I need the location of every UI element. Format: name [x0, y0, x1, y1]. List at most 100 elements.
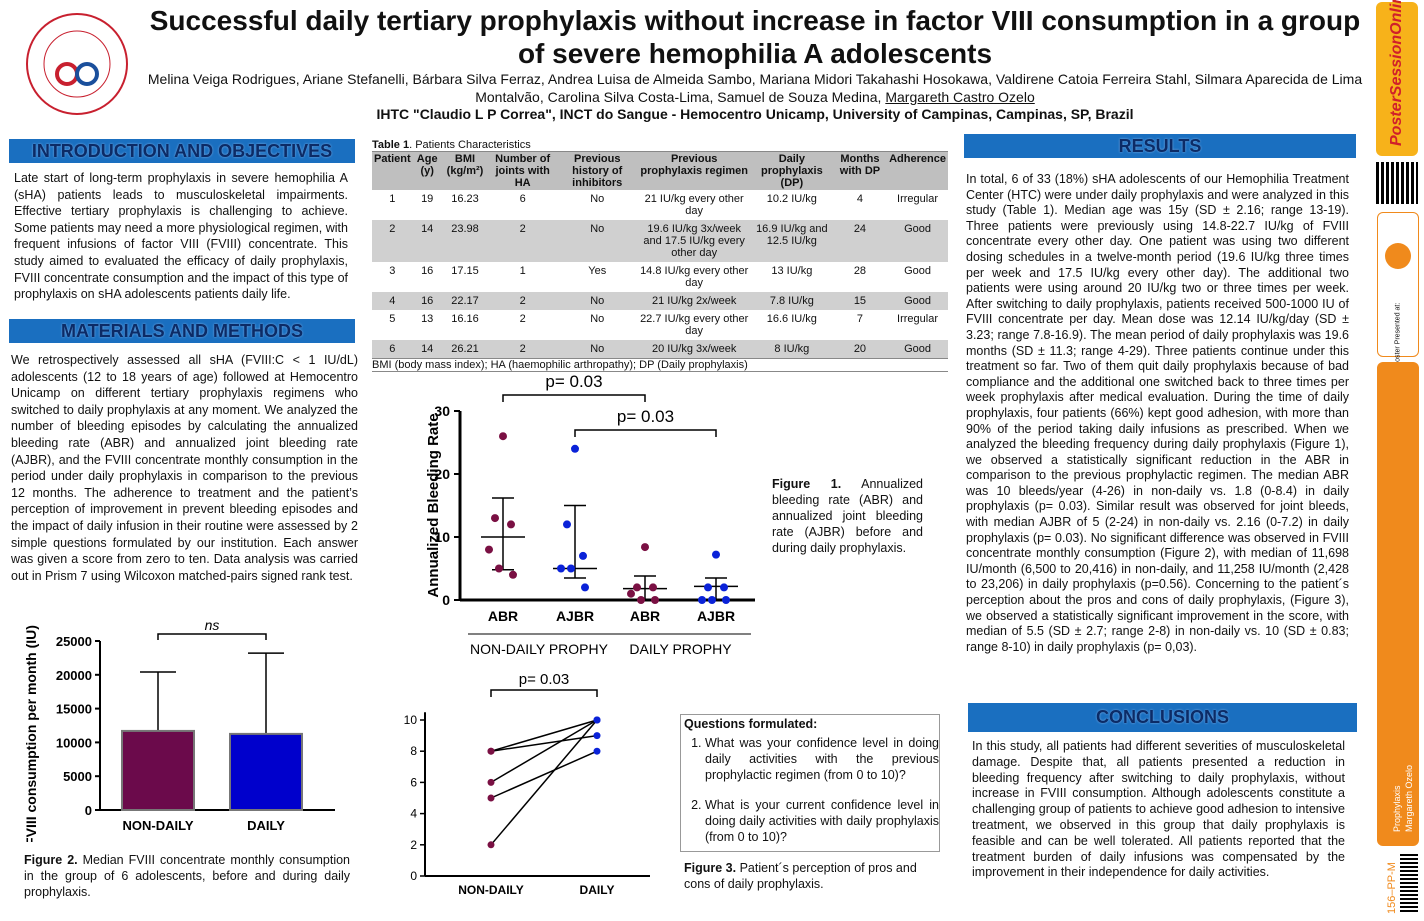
pair-line: [490, 719, 598, 846]
x-tick-label: ABR: [488, 608, 518, 624]
sidebar-info: Prophylaxis Margareth Ozelo: [1377, 362, 1419, 846]
table-row: 3 16 17.15 1 Yes 14.8 IU/kg every other day 13…: [372, 262, 948, 292]
table-cell: 13: [421, 313, 434, 325]
dot: [581, 583, 589, 592]
barcode: [1400, 852, 1418, 912]
dot: [487, 841, 495, 849]
table-cell: Good: [887, 340, 948, 358]
table-cell: 4: [372, 292, 413, 310]
methods-text: We retrospectively assessed all sHA (FVI…: [11, 353, 358, 583]
table-cell: 13 IU/kg: [771, 265, 813, 277]
pair-line: [490, 719, 598, 752]
table-cell: 23.98: [441, 220, 489, 262]
table-cell: No: [556, 220, 638, 262]
dot: [722, 596, 730, 604]
logo: [26, 13, 128, 115]
y-tick-label: 30: [434, 403, 450, 419]
table-title: . Patients Characteristics: [409, 139, 531, 151]
question: What was your confidence level in doing …: [705, 735, 939, 783]
sidebar-topic: Prophylaxis: [1392, 785, 1402, 832]
dot: [704, 583, 712, 592]
y-tick-label: 10: [404, 713, 418, 727]
table-cell: 2: [488, 220, 557, 262]
figure-3: 0 2 4 6 8 10 NON-DAILY DAILY p= 0.03: [404, 671, 650, 897]
annotation: ns: [205, 617, 220, 633]
y-tick-label: 2: [410, 838, 417, 852]
dot: [567, 564, 575, 573]
x-tick-label: NON-DAILY: [458, 883, 524, 897]
presenting-author: Margareth Castro Ozelo: [885, 89, 1035, 105]
column-header: Patient: [372, 152, 413, 190]
column-header: Daily prophylaxis (DP): [750, 152, 833, 190]
caption-text: Median FVIII concentrate monthly consump…: [24, 853, 350, 899]
table-row: 2 14 23.98 2 No 19.6 IU/kg 3x/week and 17.5 I…: [372, 220, 948, 262]
questions-box: Questions formulated: What was your conf…: [680, 714, 940, 852]
presented-at: Poster Presented at:: [1394, 302, 1402, 367]
caption-label: Figure 1.: [772, 477, 842, 491]
sidebar-author: Margareth Ozelo: [1404, 764, 1414, 832]
table-cell: 16: [421, 265, 434, 277]
dot: [487, 794, 495, 802]
table-cell: 5: [389, 313, 396, 325]
table-cell: Good: [887, 220, 948, 262]
table-cell: No: [556, 340, 638, 358]
x-tick-label: AJBR: [556, 608, 594, 624]
table-cell: 7: [856, 313, 863, 325]
table-label: Table 1: [372, 139, 410, 151]
table-cell: 7.8 IU/kg: [750, 292, 833, 310]
figure-caption: Figure 3. Patient´s perception of pros a…: [684, 860, 924, 892]
table-cell: 28: [853, 265, 867, 277]
table-cell: 16.9 IU/kg and 12.5 IU/kg: [750, 220, 833, 262]
dot: [495, 564, 503, 573]
x-tick-label: AJBR: [697, 608, 735, 624]
sidebar-brand: PosterSessionOnline: [1376, 0, 1418, 156]
section-heading: CONCLUSIONS: [968, 703, 1357, 732]
x-tick-label: DAILY: [247, 818, 285, 833]
results-text: In total, 6 of 33 (18%) sHA adolescents …: [966, 172, 1349, 654]
intro-text: Late start of long-term prophylaxis in s…: [14, 171, 348, 302]
table-row: 1 19 16.23 6 No 21 IU/kg every other day 10.2 …: [372, 190, 948, 220]
y-tick-label: 0: [442, 592, 450, 608]
question: What is your current confidence level in…: [705, 797, 939, 845]
table-cell: 1: [389, 193, 396, 205]
dot: [651, 596, 659, 604]
bracket: [574, 429, 717, 437]
table-cell: Yes: [588, 265, 607, 277]
affiliation: IHTC "Claudio L P Correa", INCT do Sangu…: [376, 106, 1134, 122]
dot: [507, 520, 515, 529]
table-cell: 22.7 IU/kg every other day: [640, 313, 749, 337]
column-header: Age (y): [412, 152, 442, 190]
dot: [637, 596, 645, 604]
bar: [121, 729, 195, 811]
table-block: Table 1. Patients Characteristics Patien…: [372, 139, 948, 372]
table-row: 5 13 16.16 2 No 22.7 IU/kg every other day 16.…: [372, 310, 948, 340]
sidebar-event: Poster Presented at:: [1377, 212, 1419, 367]
poster-code: 156–PP-M: [1386, 862, 1398, 914]
table-cell: 1: [519, 265, 526, 277]
table-cell: 16.23: [451, 193, 479, 205]
table-row: 4 16 22.17 2 No 21 IU/kg 2x/week 7.8 IU/kg 15 Go…: [372, 292, 948, 310]
annotation: p= 0.03: [617, 407, 674, 426]
dot: [593, 716, 601, 724]
y-tick-label: 25000: [56, 634, 92, 649]
y-tick-label: 10: [434, 529, 450, 545]
dot: [593, 732, 601, 740]
dot: [571, 444, 579, 453]
caption-label: Figure 3.: [684, 861, 737, 875]
y-tick-label: 5000: [63, 769, 92, 784]
dot: [499, 432, 507, 441]
table-cell: 24: [832, 220, 888, 262]
table-caption: Table 1. Patients Characteristics: [372, 139, 948, 152]
table-cell: 22.17: [441, 292, 489, 310]
table-cell: 2: [372, 220, 413, 262]
table-cell: 4: [856, 193, 863, 205]
table-cell: 20: [832, 340, 888, 358]
table-cell: 15: [832, 292, 888, 310]
questions-list: What was your confidence level in doing …: [681, 735, 939, 845]
author-list: Melina Veiga Rodrigues, Ariane Stefanell…: [147, 71, 1363, 105]
table-cell: 10.2 IU/kg: [766, 193, 817, 205]
annotation: p= 0.03: [545, 372, 602, 391]
dot: [698, 596, 706, 604]
x-tick-label: ABR: [630, 608, 660, 624]
